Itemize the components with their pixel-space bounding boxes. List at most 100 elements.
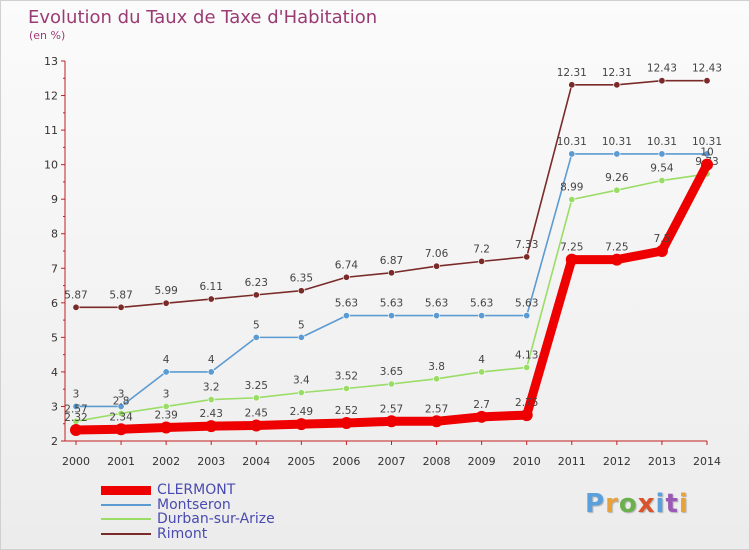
data-point xyxy=(252,333,260,341)
x-tick-label: 2001 xyxy=(107,455,135,468)
legend-label: Rimont xyxy=(157,525,208,542)
data-point xyxy=(703,150,711,158)
data-label: 5 xyxy=(253,319,260,331)
data-point xyxy=(295,418,308,431)
data-point xyxy=(565,253,578,266)
data-label: 7.06 xyxy=(425,248,449,260)
x-tick-label: 2000 xyxy=(62,455,90,468)
data-label: 2.7 xyxy=(473,399,490,411)
data-label: 2.49 xyxy=(290,406,313,418)
x-tick-label: 2009 xyxy=(468,455,496,468)
data-point xyxy=(658,77,666,85)
data-label: 6.74 xyxy=(335,259,359,271)
x-tick-label: 2012 xyxy=(603,455,631,468)
data-point xyxy=(340,417,353,430)
data-label: 6.11 xyxy=(200,281,223,293)
data-label: 5.63 xyxy=(425,298,448,310)
data-point xyxy=(385,415,398,428)
data-label: 2.43 xyxy=(200,408,223,420)
data-label: 3.65 xyxy=(380,366,403,378)
data-label: 10.31 xyxy=(557,136,587,148)
data-point xyxy=(433,312,441,320)
data-label: 9.54 xyxy=(650,163,674,175)
legend-label: Durban-sur-Arize xyxy=(157,511,275,527)
data-point xyxy=(342,384,350,392)
data-point xyxy=(250,419,263,432)
data-point xyxy=(568,150,576,158)
data-point xyxy=(520,409,533,422)
y-tick-label: 9 xyxy=(51,193,58,206)
y-tick-label: 4 xyxy=(51,366,58,379)
y-tick-label: 6 xyxy=(51,297,58,310)
data-point xyxy=(342,273,350,281)
data-point xyxy=(703,77,711,85)
data-label: 2.75 xyxy=(515,397,538,409)
data-label: 5.63 xyxy=(380,298,403,310)
data-point xyxy=(72,303,80,311)
data-point xyxy=(117,303,125,311)
data-point xyxy=(613,186,621,194)
data-point xyxy=(117,409,125,417)
data-label: 2.39 xyxy=(154,410,177,422)
data-point xyxy=(478,368,486,376)
proxiti-logo: Proxiti xyxy=(585,489,689,519)
x-tick-label: 2007 xyxy=(378,455,406,468)
data-point xyxy=(207,396,215,404)
data-point xyxy=(72,402,80,410)
data-label: 3 xyxy=(118,388,125,400)
data-label: 6.35 xyxy=(290,273,313,285)
data-point xyxy=(568,81,576,89)
data-label: 4.13 xyxy=(515,349,538,361)
y-tick-label: 8 xyxy=(51,228,58,241)
data-label: 3.8 xyxy=(428,361,445,373)
x-tick-label: 2013 xyxy=(648,455,676,468)
x-tick-label: 2002 xyxy=(152,455,180,468)
data-label: 4 xyxy=(163,354,170,366)
data-point xyxy=(655,245,668,257)
data-point xyxy=(162,368,170,376)
data-label: 2.34 xyxy=(109,411,133,423)
data-point xyxy=(523,312,531,320)
data-point xyxy=(701,158,713,171)
data-label: 12.43 xyxy=(692,63,722,75)
data-label: 6.23 xyxy=(245,277,268,289)
data-point xyxy=(430,415,443,428)
x-tick-label: 2010 xyxy=(513,455,541,468)
x-tick-label: 2008 xyxy=(423,455,451,468)
data-point xyxy=(160,421,173,434)
data-label: 5.87 xyxy=(109,289,132,301)
data-label: 4 xyxy=(208,354,215,366)
data-point xyxy=(610,253,623,266)
data-point xyxy=(387,312,395,320)
data-point xyxy=(433,262,441,270)
data-label: 3.4 xyxy=(293,375,310,387)
data-label: 5.63 xyxy=(335,298,358,310)
y-tick-label: 2 xyxy=(51,435,58,448)
data-label: 2.32 xyxy=(64,412,87,424)
data-label: 3.25 xyxy=(245,380,268,392)
x-tick-label: 2006 xyxy=(332,455,360,468)
y-tick-label: 3 xyxy=(51,400,58,413)
data-point xyxy=(207,295,215,303)
data-point xyxy=(523,253,531,261)
data-point xyxy=(297,389,305,397)
data-label: 3.52 xyxy=(335,370,358,382)
data-label: 5.87 xyxy=(64,289,87,301)
data-point xyxy=(297,333,305,341)
x-tick-label: 2003 xyxy=(197,455,225,468)
data-point xyxy=(162,402,170,410)
data-label: 8.99 xyxy=(560,182,583,194)
legend-label: Montseron xyxy=(157,496,231,513)
data-label: 6.87 xyxy=(380,255,403,267)
data-point xyxy=(478,257,486,265)
y-tick-label: 5 xyxy=(51,331,58,344)
data-point xyxy=(252,291,260,299)
x-tick-label: 2011 xyxy=(558,455,586,468)
data-label: 10.31 xyxy=(692,136,722,148)
x-tick-label: 2005 xyxy=(287,455,315,468)
data-label: 7.25 xyxy=(560,242,583,254)
data-point xyxy=(117,402,125,410)
data-point xyxy=(162,299,170,307)
chart-title: Evolution du Taux de Taxe d'Habitation xyxy=(28,7,378,28)
